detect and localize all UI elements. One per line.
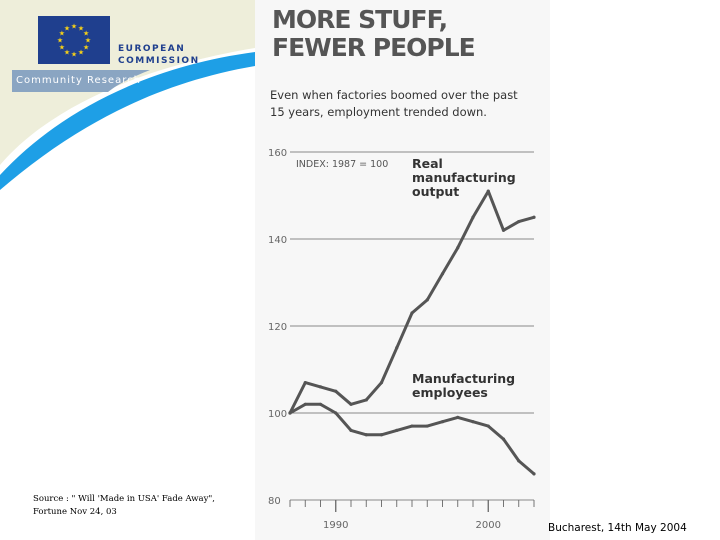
data-point (395, 346, 399, 350)
data-point (456, 415, 460, 419)
chart-panel-background (255, 0, 550, 540)
data-point (440, 420, 445, 424)
eu-star-icon: ★ (78, 24, 84, 32)
series-label-line: manufacturing (412, 170, 516, 185)
data-point (517, 459, 521, 463)
data-point (364, 398, 368, 402)
data-point (410, 424, 414, 428)
eu-star-icon: ★ (64, 24, 70, 32)
eu-star-icon: ★ (78, 49, 84, 57)
eu-star-icon: ★ (57, 37, 63, 45)
data-point (517, 220, 521, 224)
data-point (334, 411, 338, 415)
chart-subtitle-line: 15 years, employment trended down. (270, 105, 487, 119)
data-point (318, 402, 323, 406)
eu-star-icon: ★ (59, 30, 65, 38)
data-point (456, 246, 460, 250)
data-point (532, 472, 536, 476)
data-point (501, 228, 506, 232)
eu-star-icon: ★ (85, 37, 91, 45)
eu-star-icon: ★ (83, 30, 89, 38)
series-line (288, 402, 536, 476)
chart-title: MORE STUFF, FEWER PEOPLE (272, 5, 476, 62)
community-research-label: Community Research (16, 75, 141, 86)
data-point (379, 433, 384, 437)
data-point (425, 424, 429, 428)
chart-title-line: FEWER PEOPLE (272, 33, 476, 62)
source-note-line: Source : " Will 'Made in USA' Fade Away"… (33, 494, 216, 504)
series-label-line: Real (412, 156, 443, 171)
chart-subtitle-line: Even when factories boomed over the past (270, 88, 518, 102)
data-point (410, 311, 414, 315)
series-label-line: output (412, 184, 459, 199)
commission-title-line2: COMMISSION (118, 56, 200, 66)
eu-star-icon: ★ (59, 44, 65, 52)
x-tick-label: 2000 (476, 520, 501, 531)
source-note: Source : " Will 'Made in USA' Fade Away"… (33, 493, 215, 519)
data-point (532, 215, 536, 219)
data-point (364, 433, 368, 437)
eu-star-icon: ★ (71, 51, 77, 59)
chart-title-line: MORE STUFF, (272, 5, 448, 34)
data-point (395, 428, 399, 432)
index-note: INDEX: 1987 = 100 (296, 159, 388, 170)
y-tick-label: 120 (268, 322, 287, 333)
y-tick-label: 160 (268, 148, 287, 159)
x-tick-label: 1990 (323, 520, 348, 531)
data-point (501, 437, 506, 441)
data-point (349, 428, 353, 432)
data-point (349, 402, 353, 406)
data-point (486, 424, 490, 428)
source-note-line: Fortune Nov 24, 03 (33, 507, 117, 517)
series-label-line: employees (412, 385, 488, 400)
data-point (486, 189, 490, 193)
eu-flag-logo: ★ ★★★★★★★★★★★ (38, 16, 110, 64)
chart-subtitle: Even when factories boomed over the past… (270, 87, 550, 121)
eu-star-icon: ★ (64, 49, 70, 57)
series-label-line: Manufacturing (412, 371, 515, 386)
data-point (334, 389, 338, 393)
y-tick-label: 100 (268, 409, 287, 420)
header-blue-swoosh (0, 52, 255, 190)
community-research-strip (12, 70, 150, 92)
footer-location-date: Bucharest, 14th May 2004 (548, 522, 687, 534)
data-point (303, 380, 307, 385)
y-tick-label: 80 (268, 496, 281, 507)
data-point (471, 420, 475, 424)
data-point (303, 402, 307, 406)
data-point (318, 385, 323, 389)
data-point (288, 411, 292, 415)
eu-star-icon: ★ (83, 44, 89, 52)
data-point (440, 272, 445, 276)
data-point (425, 298, 429, 302)
eu-star-icon: ★ (71, 23, 77, 31)
commission-title-line1: EUROPEAN (118, 44, 186, 54)
data-point (379, 380, 384, 385)
data-point (471, 215, 475, 219)
y-tick-label: 140 (268, 235, 287, 246)
